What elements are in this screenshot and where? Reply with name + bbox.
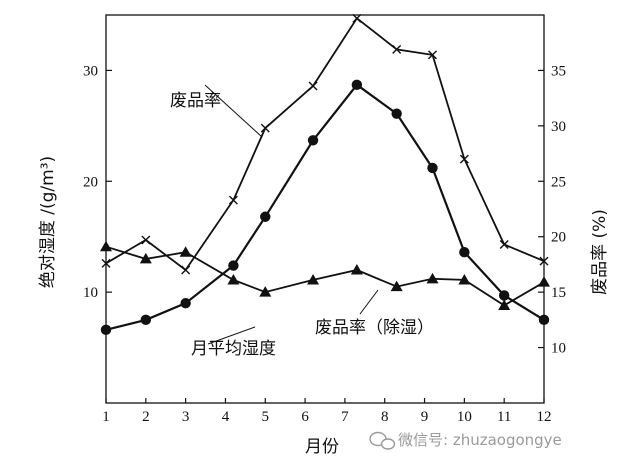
y-right-tick-label: 15 <box>551 285 566 301</box>
data-point-circle <box>459 247 470 258</box>
data-point-circle <box>391 108 402 119</box>
data-point-cross <box>101 258 111 268</box>
plot-frame <box>105 14 545 404</box>
data-point-cross <box>499 239 509 249</box>
data-point-circle <box>427 162 438 174</box>
x-tick-label: 8 <box>381 409 389 425</box>
data-point-triangle <box>259 286 272 297</box>
x-axis-label: 月份 <box>305 437 339 457</box>
series-line <box>105 83 545 331</box>
data-point-cross <box>141 235 151 245</box>
data-point-cross <box>260 123 270 133</box>
data-point-circle <box>260 211 271 222</box>
data-point-triangle <box>350 263 363 275</box>
data-point-circle <box>228 260 239 271</box>
y-axis-label-left: 绝对湿度 /(g/m³) <box>38 156 58 288</box>
series-1 <box>100 79 550 336</box>
data-point-triangle <box>458 273 471 285</box>
data-point-triangle <box>100 240 112 252</box>
series-0 <box>101 13 549 275</box>
annotation-reject-dehumid: 废品率（除湿） <box>315 318 434 338</box>
series-2 <box>100 240 550 310</box>
annotation-leader-reject-rate <box>204 84 263 138</box>
x-tick-label: 2 <box>142 409 150 425</box>
data-point-triangle <box>426 272 439 284</box>
x-tick-label: 4 <box>222 409 230 425</box>
y-right-tick-label: 35 <box>551 63 566 79</box>
watermark-text: 微信号: zhuzaogongye <box>398 431 562 449</box>
x-tick-label: 12 <box>537 409 552 425</box>
x-tick-label: 9 <box>421 409 429 425</box>
x-tick-label: 10 <box>457 409 472 425</box>
y-right-tick-label: 25 <box>551 174 566 190</box>
data-point-cross <box>352 13 362 23</box>
annotation-leader-monthly-humidity <box>207 326 256 345</box>
y-right-tick-label: 30 <box>551 119 566 135</box>
data-point-circle <box>351 79 363 91</box>
data-point-cross <box>308 81 318 91</box>
x-tick-label: 5 <box>262 409 270 425</box>
data-point-triangle <box>498 299 511 310</box>
data-point-triangle <box>179 246 192 257</box>
watermark: 微信号: zhuzaogongye <box>369 431 562 450</box>
x-tick-label: 1 <box>102 409 110 425</box>
data-point-triangle <box>307 273 320 285</box>
wechat-icon <box>369 431 396 450</box>
data-point-cross <box>539 256 549 266</box>
data-point-circle <box>180 298 191 309</box>
data-point-triangle <box>227 273 240 285</box>
data-point-triangle <box>139 252 152 264</box>
y-right-tick-label: 10 <box>551 341 566 357</box>
y-left-tick-label: 30 <box>83 63 98 79</box>
data-point-cross <box>181 265 191 275</box>
y-axis-label-right: 废品率 (%) <box>590 209 610 295</box>
y-right-tick-label: 20 <box>551 230 566 246</box>
series-line <box>105 245 545 307</box>
annotation-reject-rate: 废品率 <box>170 91 221 111</box>
y-left-tick-label: 10 <box>83 285 98 301</box>
data-point-cross <box>228 195 238 205</box>
series-layer <box>100 13 550 336</box>
data-point-triangle <box>538 276 550 287</box>
data-point-cross <box>428 50 438 60</box>
data-point-cross <box>459 154 469 164</box>
data-point-cross <box>392 44 402 54</box>
data-point-circle <box>140 314 152 326</box>
data-point-circle <box>498 290 510 301</box>
series-line <box>105 16 545 272</box>
data-point-circle <box>538 314 550 326</box>
x-tick-label: 7 <box>341 409 349 425</box>
annotation-leader-reject-dehumid <box>359 289 379 315</box>
x-tick-label: 3 <box>182 409 190 425</box>
annotation-layer: 废品率 月平均湿度 废品率（除湿） <box>170 84 434 359</box>
data-point-circle <box>307 135 319 146</box>
data-point-circle <box>100 324 112 336</box>
annotation-monthly-humidity: 月平均湿度 <box>191 339 276 359</box>
x-tick-label: 6 <box>301 409 309 425</box>
data-point-triangle <box>390 280 403 292</box>
y-left-tick-label: 20 <box>83 174 98 190</box>
x-tick-label: 11 <box>497 409 511 425</box>
